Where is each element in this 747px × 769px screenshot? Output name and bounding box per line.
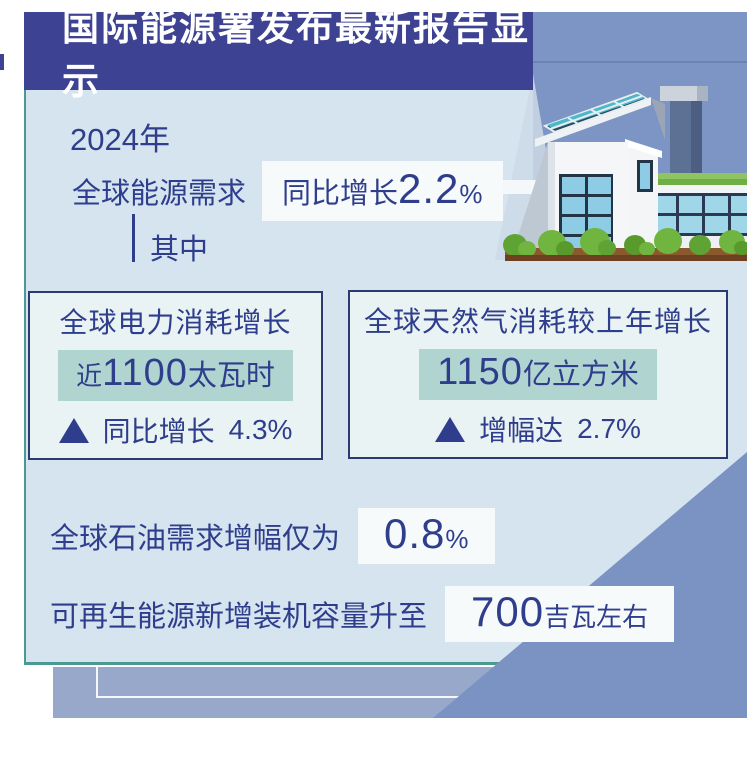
highlight-unit: 太瓦时	[187, 360, 275, 392]
eco-building-illustration	[495, 12, 747, 261]
gas-title: 全球天然气消耗较上年增长	[363, 306, 712, 337]
energy-demand-label: 全球能源需求	[72, 178, 247, 210]
renewables-label: 可再生能源新增装机容量升至	[50, 601, 428, 633]
oil-unit: %	[445, 524, 469, 554]
oil-value: 0.8	[384, 510, 446, 557]
electricity-stat-box: 全球电力消耗增长 近 1100 太瓦时 同比增长 4.3%	[28, 291, 323, 460]
renewables-value: 700	[471, 588, 545, 635]
gas-highlight: 1150 亿立方米	[419, 349, 657, 400]
renewables-unit: 吉瓦左右	[544, 602, 649, 632]
up-triangle-icon	[435, 416, 466, 442]
highlight-unit: 亿立方米	[522, 359, 639, 391]
gas-trend: 增幅达 2.7%	[435, 409, 641, 449]
renewables-row: 可再生能源新增装机容量升至 700 吉瓦左右	[50, 586, 675, 642]
trend-label: 同比增长	[102, 416, 215, 447]
electricity-title: 全球电力消耗增长	[59, 307, 292, 338]
renewables-value-box: 700 吉瓦左右	[445, 586, 675, 642]
demand-growth-badge: 同比增长 2.2%	[262, 161, 503, 221]
trend-label: 增幅达	[479, 415, 564, 446]
highlight-value: 1150	[437, 351, 523, 393]
left-edge-accent	[0, 54, 4, 70]
growth-prefix: 同比增长	[282, 178, 399, 210]
up-triangle-icon	[58, 417, 89, 443]
highlight-prefix: 近	[76, 361, 103, 391]
branch-line	[132, 214, 135, 262]
banner-title: 国际能源署发布最新报告显示	[62, 7, 530, 102]
electricity-highlight: 近 1100 太瓦时	[58, 350, 293, 401]
growth-unit: %	[459, 179, 483, 209]
highlight-value: 1100	[102, 352, 188, 394]
among-label: 其中	[150, 234, 209, 266]
growth-value: 2.2	[398, 165, 460, 212]
trend-value: 2.7%	[577, 413, 641, 444]
oil-demand-row: 全球石油需求增幅仅为 0.8%	[50, 508, 495, 564]
gas-stat-box: 全球天然气消耗较上年增长 1150 亿立方米 增幅达 2.7%	[348, 290, 728, 459]
oil-demand-label: 全球石油需求增幅仅为	[50, 523, 341, 555]
year-label: 2024年	[70, 122, 170, 157]
electricity-trend: 同比增长 4.3%	[58, 410, 293, 450]
energy-demand-row: 全球能源需求 同比增长 2.2%	[72, 161, 503, 221]
oil-value-box: 0.8%	[358, 508, 495, 564]
report-banner: 国际能源署发布最新报告显示	[24, 7, 533, 102]
trend-value: 4.3%	[228, 414, 293, 445]
